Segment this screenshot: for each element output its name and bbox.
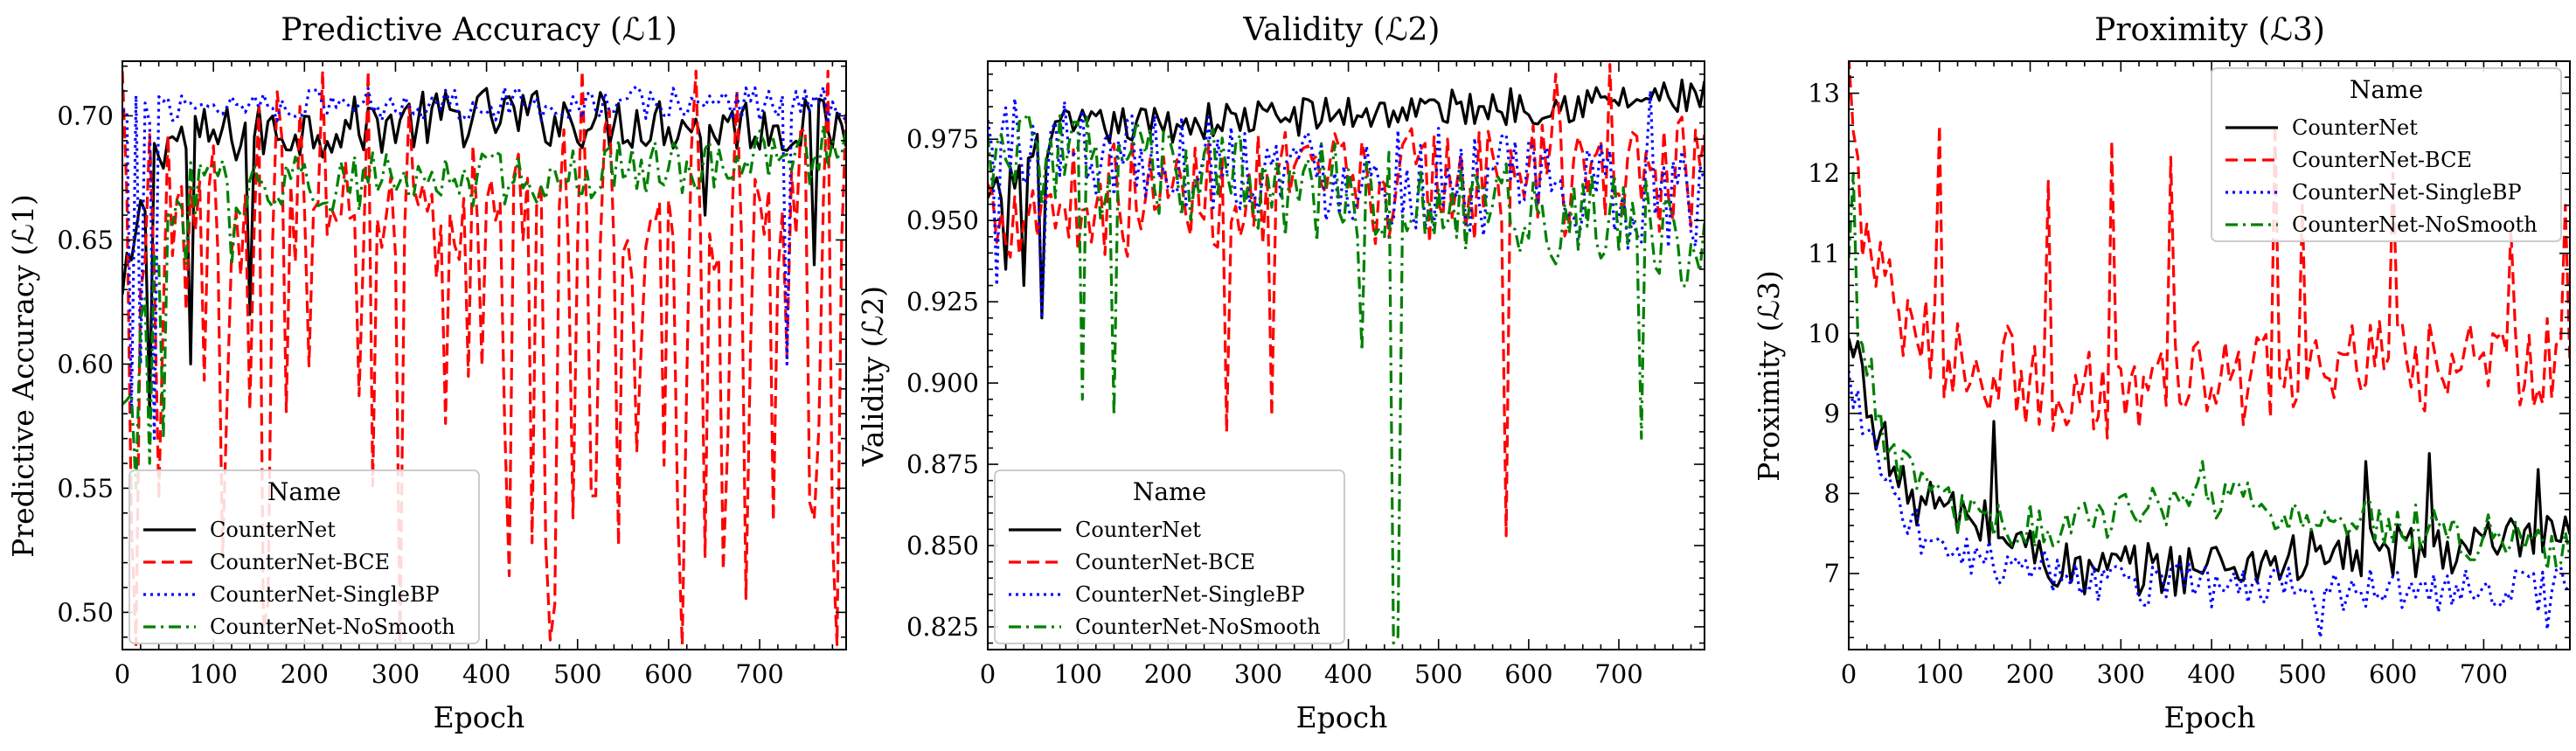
x-tick-label: 700 (735, 659, 783, 689)
plot-frame (122, 60, 847, 650)
x-tick-label: 500 (553, 659, 601, 689)
y-tick-label: 9 (1824, 399, 1840, 428)
series-lines (988, 63, 1705, 645)
series-lines (1849, 61, 2570, 639)
y-tick-label: 0.70 (57, 101, 114, 130)
series-line-counternet-nosmooth (122, 123, 846, 490)
legend-entry: CounterNet-NoSmooth (1075, 615, 1321, 639)
panel-proximity: Proximity (ℒ3) Epoch Proximity (ℒ3) 0 100… (1752, 12, 2571, 734)
x-tick-label: 200 (2006, 659, 2054, 689)
y-tick-label: 0.850 (906, 531, 979, 560)
panel-validity: Validity (ℒ2) Epoch Validity (ℒ2) 0 100 20… (856, 12, 1705, 734)
legend-entry: CounterNet (1075, 518, 1201, 542)
legend-entry: CounterNet-SingleBP (1075, 582, 1305, 607)
x-tick-label: 600 (644, 659, 692, 689)
x-axis-label: Epoch (434, 700, 525, 734)
series-line-counternet-singlebp (1849, 370, 2570, 639)
legend-entry: CounterNet-SingleBP (210, 582, 440, 607)
y-tick-label: 0.65 (57, 225, 114, 254)
x-tick-label: 700 (2460, 659, 2508, 689)
x-tick-label: 500 (1414, 659, 1462, 689)
plot-frame (987, 60, 1705, 650)
legend-title: Name (267, 477, 341, 506)
series-line-counternet (122, 87, 846, 415)
y-tick-label: 8 (1824, 478, 1840, 508)
x-tick-label: 600 (2369, 659, 2417, 689)
x-tick-label: 300 (1234, 659, 1282, 689)
series-line-counternet-singlebp (122, 85, 846, 441)
x-tick-label: 300 (2097, 659, 2145, 689)
y-tick-label: 0.50 (57, 597, 114, 627)
legend-entry: CounterNet (210, 518, 336, 542)
y-tick-label: 0.975 (906, 124, 979, 154)
plot-frame (1848, 60, 2571, 650)
series-line-counternet-bce (988, 63, 1705, 538)
legend-entry: CounterNet-BCE (1075, 550, 1255, 574)
panel-title: Predictive Accuracy (ℒ1) (281, 12, 677, 48)
legend-entry: CounterNet (2292, 115, 2418, 140)
y-tick-label: 7 (1824, 559, 1840, 588)
y-tick-label: 11 (1808, 239, 1840, 268)
legend-entry: CounterNet-BCE (210, 550, 390, 574)
y-axis-label: Predictive Accuracy (ℒ1) (6, 194, 40, 558)
x-axis-label: Epoch (1296, 700, 1388, 734)
series-line-counternet (1849, 337, 2570, 597)
y-axis-label: Proximity (ℒ3) (1752, 270, 1786, 482)
panel-title: Proximity (ℒ3) (2094, 12, 2325, 48)
x-tick-label: 0 (980, 659, 996, 689)
legend-box (994, 469, 1345, 644)
series-line-counternet-bce (1849, 61, 2570, 440)
legend-title: Name (2350, 75, 2423, 104)
x-axis-label: Epoch (2164, 700, 2256, 734)
y-tick-label: 0.875 (906, 449, 979, 479)
legend: Name CounterNet CounterNet-BCE CounterNet-S… (128, 469, 480, 644)
y-tick-label: 13 (1808, 79, 1840, 108)
x-tick-label: 200 (1144, 659, 1192, 689)
legend-entry: CounterNet-NoSmooth (2292, 212, 2538, 237)
y-tick-label: 0.60 (57, 349, 114, 379)
y-tick-label: 0.925 (906, 287, 979, 316)
x-tick-label: 500 (2278, 659, 2326, 689)
y-tick-label: 12 (1808, 158, 1840, 188)
panel-title: Validity (ℒ2) (1243, 12, 1441, 48)
legend-title: Name (1133, 477, 1206, 506)
y-tick-label: 0.55 (57, 473, 114, 503)
legend-box (128, 469, 480, 644)
series-lines (122, 69, 846, 646)
legend: Name CounterNet CounterNet-BCE CounterNet-S… (2211, 67, 2562, 242)
y-tick-label: 0.950 (906, 205, 979, 235)
x-tick-label: 0 (1841, 659, 1857, 689)
series-line-counternet-nosmooth (1849, 171, 2570, 572)
legend: Name CounterNet CounterNet-BCE CounterNet-S… (994, 469, 1345, 644)
x-tick-label: 100 (189, 659, 237, 689)
series-line-counternet-bce (122, 69, 846, 646)
series-line-counternet (988, 78, 1705, 320)
x-tick-label: 400 (2187, 659, 2235, 689)
x-tick-label: 100 (1915, 659, 1963, 689)
x-tick-label: 400 (1324, 659, 1372, 689)
legend-entry: CounterNet-BCE (2292, 148, 2472, 172)
x-tick-label: 300 (371, 659, 420, 689)
y-tick-label: 0.900 (906, 368, 979, 398)
legend-entry: CounterNet-SingleBP (2292, 180, 2522, 205)
legend-box (2211, 67, 2562, 242)
y-tick-label: 10 (1808, 318, 1840, 348)
x-tick-label: 400 (462, 659, 510, 689)
x-tick-label: 100 (1053, 659, 1101, 689)
y-axis-label: Validity (ℒ2) (856, 286, 890, 467)
x-tick-label: 700 (1594, 659, 1642, 689)
x-tick-label: 0 (115, 659, 130, 689)
x-tick-label: 600 (1504, 659, 1552, 689)
legend-entry: CounterNet-NoSmooth (210, 615, 455, 639)
y-tick-label: 0.825 (906, 612, 979, 642)
x-tick-label: 200 (281, 659, 329, 689)
panel-predictive-accuracy: Predictive Accuracy (ℒ1) Epoch Predictiv… (6, 12, 847, 734)
